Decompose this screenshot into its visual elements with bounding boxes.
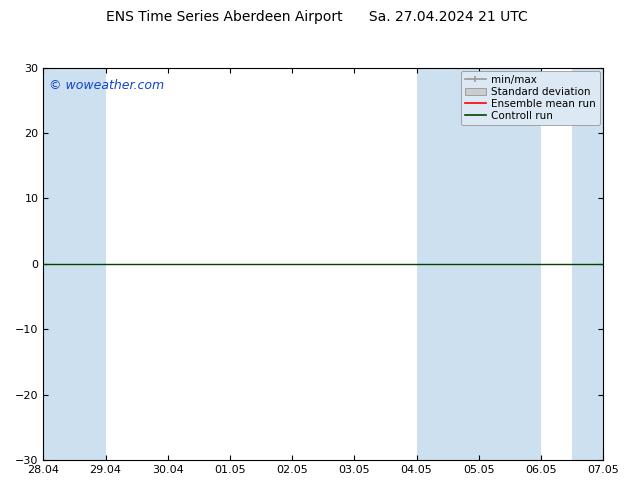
Text: © woweather.com: © woweather.com [49,79,164,93]
Legend: min/max, Standard deviation, Ensemble mean run, Controll run: min/max, Standard deviation, Ensemble me… [461,71,600,125]
Bar [417,68,541,460]
Bar [43,68,105,460]
Bar [572,68,634,460]
Text: ENS Time Series Aberdeen Airport      Sa. 27.04.2024 21 UTC: ENS Time Series Aberdeen Airport Sa. 27.… [106,10,528,24]
